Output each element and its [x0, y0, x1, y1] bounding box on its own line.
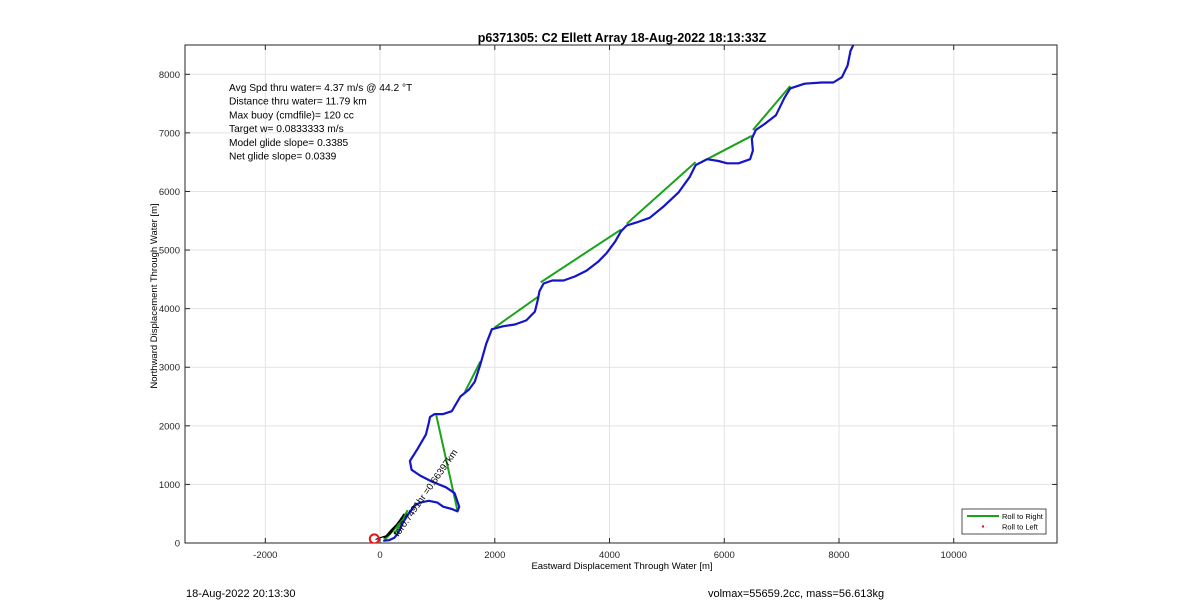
track-line [383, 45, 855, 542]
segment-annotation: for0.7491hr =0.66397km [392, 447, 461, 538]
y-tick-label: 2000 [159, 421, 180, 432]
footer-info: volmax=55659.2cc, mass=56.613kg [708, 588, 885, 600]
legend-label-roll-left: Roll to Left [1002, 523, 1039, 532]
y-tick-label: 0 [175, 539, 180, 550]
plot-area [368, 45, 855, 543]
stats-line: Net glide slope= 0.0339 [229, 152, 337, 163]
roll-right-segment [494, 296, 539, 329]
legend-label-roll-right: Roll to Right [1002, 512, 1044, 521]
x-tick-label: 10000 [941, 550, 967, 561]
x-tick-label: 8000 [828, 550, 849, 561]
y-tick-label: 5000 [159, 246, 180, 257]
data-marks: for0.7491hr =0.66397km [368, 45, 855, 543]
x-axis-label: Eastward Displacement Through Water [m] [531, 561, 712, 572]
x-tick-label: 4000 [599, 550, 620, 561]
legend-box [961, 508, 1047, 535]
start-marker [368, 533, 380, 543]
x-tick-label: 2000 [484, 550, 505, 561]
x-tick-label: -2000 [253, 550, 277, 561]
y-tick-label: 4000 [159, 304, 180, 315]
stats-line: Max buoy (cmdfile)= 120 cc [229, 110, 354, 121]
footer-timestamp: 18-Aug-2022 20:13:30 [186, 588, 296, 600]
y-axis-label: Northward Displacement Through Water [m] [149, 203, 160, 388]
stats-line: Avg Spd thru water= 4.37 m/s @ 44.2 °T [229, 83, 412, 94]
roll-right-segment [700, 134, 753, 164]
roll-right-segment [464, 360, 482, 393]
start-cluster-trace [375, 513, 405, 541]
axes: -2000 0 2000 4000 6000 8000 10000 0 1000 2000 3000… [159, 45, 1057, 561]
y-tick-label: 1000 [159, 480, 180, 491]
roll-right-segment [435, 415, 459, 511]
legend: Roll to Right Roll to Left [961, 508, 1047, 535]
roll-right-segment [393, 509, 409, 535]
stats-text-block: Avg Spd thru water= 4.37 m/s @ 44.2 °T Di… [229, 83, 412, 163]
y-tick-label: 3000 [159, 363, 180, 374]
y-tick-label: 7000 [159, 128, 180, 139]
x-tick-label: 0 [377, 550, 382, 561]
x-tick-label: 6000 [714, 550, 735, 561]
roll-right-segment [540, 228, 622, 284]
y-tick-label: 6000 [159, 187, 180, 198]
plot-frame [184, 44, 1058, 544]
roll-right-segment [752, 85, 791, 131]
stats-line: Target w= 0.0833333 m/s [229, 124, 344, 135]
y-tick-label: 8000 [159, 70, 180, 81]
stats-line: Distance thru water= 11.79 km [229, 97, 367, 108]
legend-swatch-roll-left [981, 525, 985, 528]
chart-title: p6371305: C2 Ellett Array 18-Aug-2022 18… [478, 31, 767, 45]
stats-line: Model glide slope= 0.3385 [229, 138, 349, 149]
grid-lines [185, 45, 1057, 544]
roll-right-segment [626, 161, 697, 225]
